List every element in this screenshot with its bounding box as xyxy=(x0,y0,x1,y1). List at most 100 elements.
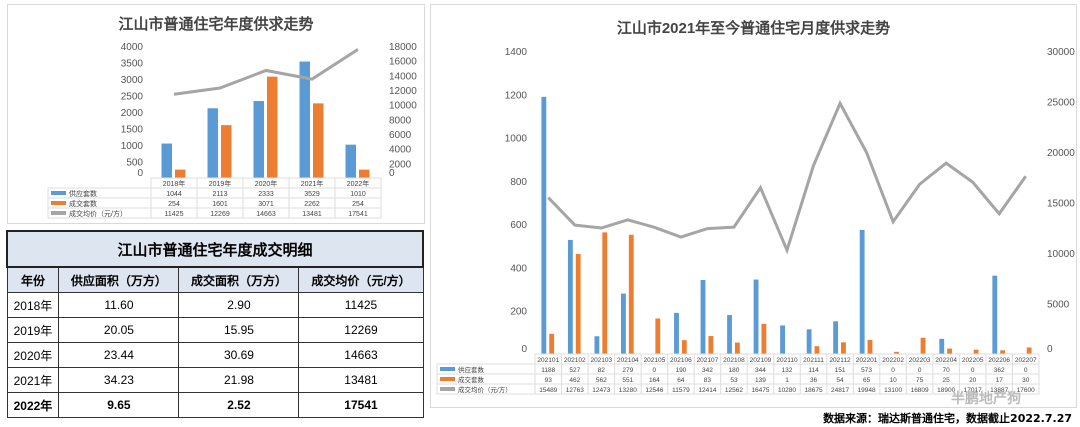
data-value: 0 xyxy=(971,367,975,374)
y2-tick-label: 18000 xyxy=(389,42,417,53)
x-tick-label: 202112 xyxy=(829,357,851,364)
data-value: 551 xyxy=(622,377,633,384)
y2-tick-label: 25000 xyxy=(1047,98,1075,109)
table-cell: 9.65 xyxy=(58,392,180,418)
y2-tick-label: 20000 xyxy=(1047,148,1075,159)
table-cell: 2021年 xyxy=(6,367,60,393)
x-tick-label: 202109 xyxy=(750,357,772,364)
data-value: 24817 xyxy=(831,387,849,394)
bar-supply xyxy=(345,144,356,178)
table-cell: 2022年 xyxy=(6,392,60,418)
data-value: 70 xyxy=(943,367,951,374)
data-value: 180 xyxy=(729,367,740,374)
data-value: 18900 xyxy=(937,387,955,394)
data-value: 75 xyxy=(916,377,924,384)
table-cell: 2020年 xyxy=(6,342,60,368)
y2-tick-label: 16000 xyxy=(389,57,417,68)
x-tick-label: 202206 xyxy=(988,357,1010,364)
bar-supply xyxy=(161,143,172,178)
x-tick-label: 202106 xyxy=(670,357,692,364)
table-cell: 2018年 xyxy=(6,292,60,318)
x-tick-label: 202207 xyxy=(1015,357,1037,364)
data-value: 82 xyxy=(598,367,606,374)
data-value: 36 xyxy=(810,377,818,384)
y-tick-label: 4000 xyxy=(121,42,144,53)
data-value: 65 xyxy=(863,377,871,384)
data-value: 139 xyxy=(755,377,766,384)
data-value: 1601 xyxy=(212,201,228,208)
x-tick-label: 2021年 xyxy=(301,179,324,188)
data-value: 17017 xyxy=(964,387,982,394)
data-value: 254 xyxy=(352,201,364,208)
data-value: 3529 xyxy=(304,191,320,198)
y-tick-label: 1000 xyxy=(505,134,528,145)
data-value: 54 xyxy=(836,377,844,384)
annual-chart: 江山市普通住宅年度供求走势050010001500200025003000350… xyxy=(47,15,417,219)
column-header: 年份 xyxy=(6,266,60,293)
y2-tick-label: 10000 xyxy=(1047,249,1075,260)
bar-deal xyxy=(867,339,873,354)
table-row: 2021年 34.23 21.98 13481 xyxy=(6,367,424,393)
table-cell: 12269 xyxy=(298,317,424,343)
data-value: 13280 xyxy=(619,387,637,394)
data-value: 527 xyxy=(569,367,580,374)
data-value: 0 xyxy=(1024,367,1028,374)
data-value: 12546 xyxy=(645,387,663,394)
data-value: 53 xyxy=(730,377,738,384)
x-tick-label: 2019年 xyxy=(209,179,232,188)
bar-deal xyxy=(814,346,820,354)
bar-deal xyxy=(734,342,740,354)
data-value: 254 xyxy=(168,201,180,208)
chart-title: 江山市普通住宅年度供求走势 xyxy=(118,15,313,33)
x-tick-label: 202205 xyxy=(962,357,984,364)
y2-tick-label: 30000 xyxy=(1047,47,1075,58)
table-row: 2019年 20.05 15.95 12269 xyxy=(6,317,424,343)
data-value: 0 xyxy=(891,367,895,374)
bar-deal xyxy=(894,351,899,354)
table-cell: 21.98 xyxy=(178,367,300,393)
data-value: 12473 xyxy=(592,387,610,394)
x-tick-label: 202103 xyxy=(590,357,612,364)
bar-supply xyxy=(833,321,839,354)
bar-supply xyxy=(939,338,945,354)
y-tick-label: 400 xyxy=(510,263,527,274)
bar-deal xyxy=(973,349,979,354)
data-value: 30 xyxy=(1022,377,1030,384)
table-header-row: 年份 供应面积（万方） 成交面积（万方） 成交均价（元/方） xyxy=(6,266,424,293)
data-value: 2262 xyxy=(304,201,320,208)
table-title: 江山市普通住宅年度成交明细 xyxy=(6,230,424,268)
x-tick-label: 202105 xyxy=(644,357,666,364)
bar-deal xyxy=(602,232,608,354)
bar-deal xyxy=(681,340,687,354)
data-value: 1 xyxy=(785,377,789,384)
x-tick-label: 202108 xyxy=(723,357,745,364)
bar-supply xyxy=(207,108,218,178)
table-cell: 2019年 xyxy=(6,317,60,343)
data-value: 164 xyxy=(649,377,660,384)
y-tick-label: 0 xyxy=(521,344,527,355)
data-value: 462 xyxy=(569,377,580,384)
table-cell: 2.52 xyxy=(178,392,300,418)
table-row: 2022年 9.65 2.52 17541 xyxy=(6,392,424,418)
data-value: 17600 xyxy=(1017,387,1035,394)
y2-tick-label: 12000 xyxy=(389,86,417,97)
bar-deal xyxy=(313,103,324,178)
annual-chart-panel: 江山市普通住宅年度供求走势 0 500 1000 1500 2000 2500 3000 350… xyxy=(7,4,425,224)
x-tick-label: 202202 xyxy=(882,357,904,364)
chart-title: 江山市2021年至今普通住宅月度供求走势 xyxy=(617,19,890,37)
bar-deal xyxy=(267,76,278,178)
data-value: 132 xyxy=(782,367,793,374)
y2-tick-label: 6000 xyxy=(389,130,412,141)
bar-supply xyxy=(992,275,998,354)
data-value: 12269 xyxy=(210,211,230,218)
bar-deal xyxy=(708,336,714,354)
table-row: 2020年 23.44 30.69 14663 xyxy=(6,342,424,368)
data-value: 11579 xyxy=(672,387,690,394)
bar-deal xyxy=(841,342,846,354)
bar-deal xyxy=(221,125,232,178)
data-value: 12763 xyxy=(566,387,584,394)
y2-tick-label: 14000 xyxy=(389,71,417,82)
table-row: 2018年 11.60 2.90 11425 xyxy=(6,292,424,318)
y-tick-label: 200 xyxy=(510,307,527,318)
data-value: 19948 xyxy=(858,387,876,394)
